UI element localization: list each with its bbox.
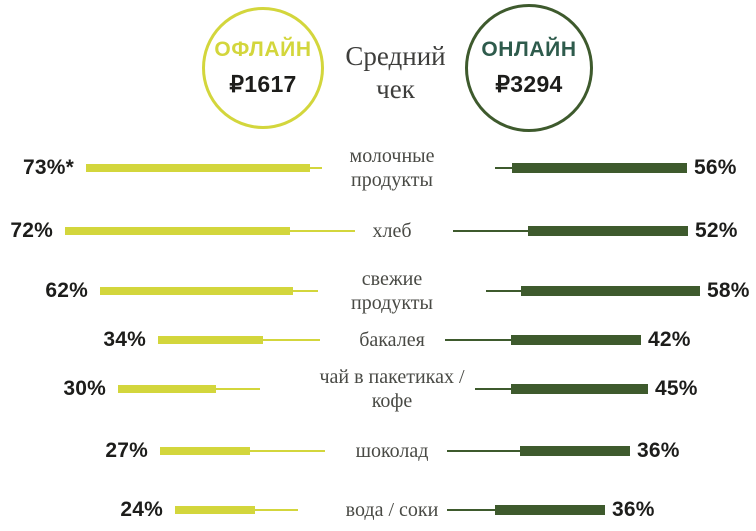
online-connector-line <box>495 167 512 169</box>
offline-connector-line <box>293 290 318 292</box>
offline-label: ОФЛАЙН <box>214 38 312 61</box>
online-circle: ОНЛАЙН ₽3294 <box>465 4 593 132</box>
online-bar <box>512 163 687 173</box>
online-value-label: 45% <box>655 377 698 400</box>
offline-value-label: 62% <box>45 279 88 302</box>
offline-connector-line <box>290 230 355 232</box>
offline-average-check: ₽1617 <box>229 71 297 97</box>
online-value-label: 56% <box>694 156 737 179</box>
offline-circle: ОФЛАЙН ₽1617 <box>202 7 324 129</box>
online-connector-line <box>475 388 511 390</box>
category-label-line: свежие <box>361 268 423 290</box>
online-connector-line <box>453 230 528 232</box>
offline-connector-line <box>263 339 320 341</box>
category-label-line: продукты <box>351 292 433 314</box>
category-label-line: продукты <box>351 169 433 191</box>
online-connector-line <box>447 509 495 511</box>
offline-connector-line <box>216 388 260 390</box>
offline-value-label: 73%* <box>22 156 74 179</box>
online-value-label: 58% <box>707 279 750 302</box>
category-label: вода / соки <box>282 498 502 522</box>
offline-bar <box>175 506 255 514</box>
online-value-label: 42% <box>648 328 691 351</box>
offline-bar <box>100 287 293 295</box>
chart-title-line-1: Средний <box>345 41 446 71</box>
category-label-line: хлеб <box>372 220 412 242</box>
category-label: шоколад <box>282 439 502 463</box>
chart-title-line-2: чек <box>376 74 415 104</box>
online-bar <box>511 384 648 394</box>
offline-value-label: 27% <box>105 439 148 462</box>
offline-value-label: 24% <box>120 498 163 521</box>
online-value-label: 36% <box>612 498 655 521</box>
online-connector-line <box>486 290 521 292</box>
offline-connector-line <box>250 450 325 452</box>
category-label-line: бакалея <box>359 329 425 351</box>
online-bar <box>520 446 630 456</box>
online-bar <box>511 335 641 345</box>
category-label-line: чай в пакетиках / <box>319 366 465 388</box>
online-connector-line <box>445 339 511 341</box>
category-label: хлеб <box>282 219 502 243</box>
online-connector-line <box>447 450 520 452</box>
online-bar <box>528 226 688 236</box>
offline-bar <box>160 447 250 455</box>
online-label: ОНЛАЙН <box>481 38 577 61</box>
category-label: молочные продукты <box>282 144 502 192</box>
online-bar <box>521 286 700 296</box>
category-label-line: кофе <box>371 390 413 412</box>
offline-value-label: 34% <box>103 328 146 351</box>
offline-value-label: 30% <box>63 377 106 400</box>
offline-connector-line <box>255 509 298 511</box>
category-label: бакалея <box>282 328 502 352</box>
offline-connector-line <box>310 167 322 169</box>
category-label-line: вода / соки <box>345 499 439 521</box>
category-label-line: шоколад <box>355 440 429 462</box>
category-label: свежие продукты <box>282 267 502 315</box>
offline-bar <box>86 164 310 172</box>
offline-value-label: 72% <box>10 219 53 242</box>
offline-bar <box>158 336 263 344</box>
online-bar <box>495 505 605 515</box>
chart-title: Средний чек <box>318 40 473 106</box>
category-label: чай в пакетиках / кофе <box>282 365 502 413</box>
online-value-label: 52% <box>695 219 738 242</box>
category-label-line: молочные <box>349 145 435 167</box>
offline-bar <box>118 385 216 393</box>
offline-bar <box>65 227 290 235</box>
online-value-label: 36% <box>637 439 680 462</box>
online-average-check: ₽3294 <box>495 71 563 97</box>
